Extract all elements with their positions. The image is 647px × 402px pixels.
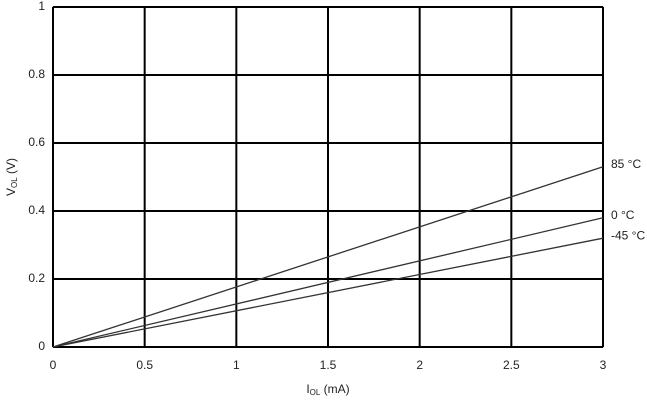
x-tick-label: 2 (416, 358, 423, 372)
series-label: 85 °C (611, 157, 641, 171)
x-label-main: I (306, 382, 309, 396)
series-line (52, 217, 604, 348)
y-tick-label: 0 (38, 339, 45, 353)
y-tick-label: 1 (38, 0, 45, 13)
x-tick-label: 0.5 (136, 358, 153, 372)
series-label: 0 °C (611, 208, 635, 222)
y-tick-label: 0.2 (28, 271, 45, 285)
x-axis-label: IOL (mA) (306, 382, 349, 397)
x-tick-label: 1.5 (320, 358, 337, 372)
series-line (52, 166, 604, 348)
x-tick-label: 1 (233, 358, 240, 372)
series-line (52, 237, 604, 348)
x-label-unit: (mA) (320, 382, 349, 396)
y-axis-label: VOL (V) (4, 158, 19, 196)
x-tick-label: 0 (50, 358, 57, 372)
y-tick-label: 0.6 (28, 135, 45, 149)
y-tick-label: 0.4 (28, 203, 45, 217)
y-label-sub: OL (10, 177, 19, 188)
series-label: -45 °C (611, 228, 645, 242)
x-tick-label: 2.5 (503, 358, 520, 372)
y-label-main: V (4, 188, 18, 196)
y-tick-label: 0.8 (28, 67, 45, 81)
y-label-unit: (V) (4, 158, 18, 177)
x-label-sub: OL (310, 388, 321, 397)
x-tick-label: 3 (600, 358, 607, 372)
